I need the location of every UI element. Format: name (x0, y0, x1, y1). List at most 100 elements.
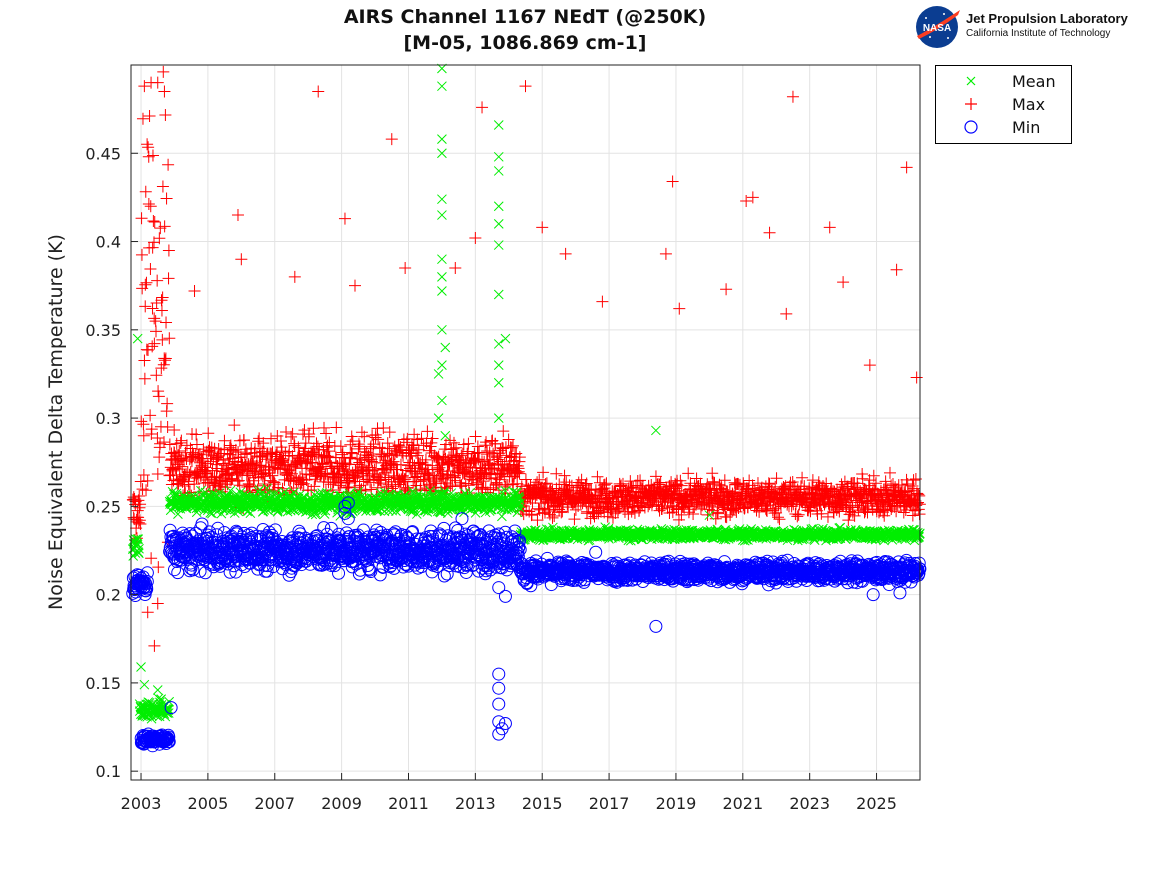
data-point-max (430, 451, 443, 464)
data-point-max (150, 296, 163, 309)
data-point-max (283, 464, 296, 477)
data-point-max (720, 511, 733, 524)
data-point-max (206, 464, 219, 477)
data-point-max (383, 426, 396, 439)
data-point-max (470, 478, 483, 491)
data-point-max (494, 444, 507, 457)
data-point-max (712, 507, 725, 520)
data-point-max (152, 390, 165, 403)
data-point-max (148, 312, 161, 325)
data-point-max (299, 437, 312, 450)
data-point-max (455, 480, 468, 493)
data-point-max (708, 477, 721, 490)
data-point-max (214, 474, 227, 487)
data-point-max (580, 477, 593, 490)
data-point-max (149, 325, 162, 338)
data-point-max (585, 483, 598, 496)
data-point-max (153, 232, 166, 245)
data-point-max (238, 434, 251, 447)
data-point-max (533, 473, 546, 486)
data-point-max (352, 438, 365, 451)
data-point-max (600, 477, 613, 490)
data-point-max (144, 200, 157, 213)
data-point-max (137, 429, 150, 442)
data-point-max (254, 459, 267, 472)
data-point-max (232, 474, 245, 487)
data-point-max (321, 450, 334, 463)
data-point-max (397, 433, 410, 446)
data-point-max (396, 469, 409, 482)
data-point-max (533, 503, 546, 516)
data-point-max (141, 138, 154, 151)
data-point-max (469, 454, 482, 467)
data-point-max (160, 192, 173, 205)
data-point-max (341, 467, 354, 480)
data-point-max (352, 442, 365, 455)
data-point-max (537, 466, 550, 479)
data-point-max (653, 504, 666, 517)
data-point-max (144, 409, 157, 422)
data-point-max (502, 433, 515, 446)
data-point-max (161, 420, 174, 433)
data-point-max (217, 454, 230, 467)
data-point-max (568, 513, 581, 526)
data-point-max (188, 478, 201, 491)
data-point-max (162, 158, 175, 171)
data-point-max (448, 469, 461, 482)
data-point-max (430, 451, 443, 464)
data-point-max (364, 440, 377, 453)
data-point-max (515, 480, 528, 493)
data-point-max (158, 354, 171, 367)
data-point-max (419, 453, 432, 466)
data-point-max (344, 452, 357, 465)
data-point-max (363, 461, 376, 474)
data-point-max (163, 332, 176, 345)
data-point-max (421, 425, 434, 438)
data-point-max (401, 432, 414, 445)
data-point-max (399, 473, 412, 486)
data-point-max (407, 442, 420, 455)
data-point-max (146, 241, 159, 254)
data-point-max (481, 444, 494, 457)
data-points (126, 63, 927, 753)
data-point-max (286, 427, 299, 440)
data-point-max (228, 419, 241, 432)
data-point-max (317, 457, 330, 470)
data-point-max (471, 440, 484, 453)
grid-lines (131, 65, 920, 780)
data-point-max (176, 460, 189, 473)
data-point-max (462, 437, 475, 450)
data-point-max (135, 415, 148, 428)
plot-area (131, 65, 920, 780)
data-point-max (162, 272, 175, 285)
data-point-max (411, 449, 424, 462)
data-point-max (257, 437, 270, 450)
data-point-max (133, 501, 146, 514)
data-point-max (683, 503, 696, 516)
data-point-max (247, 456, 260, 469)
data-point-max (156, 180, 169, 193)
data-point-max (196, 454, 209, 467)
data-point-max (205, 441, 218, 454)
data-point-max (150, 369, 163, 382)
data-point-max (394, 458, 407, 471)
data-point-max (292, 441, 305, 454)
data-point-max (310, 437, 323, 450)
data-point-max (151, 274, 164, 287)
data-point-max (186, 450, 199, 463)
data-point-max (174, 436, 187, 449)
data-point-max (134, 475, 147, 488)
data-point-max (383, 442, 396, 455)
data-point-max (457, 438, 470, 451)
data-point-max (307, 422, 320, 435)
data-point-max (358, 430, 371, 443)
data-point-max (139, 278, 152, 291)
data-point-max (714, 483, 727, 496)
data-point-max (163, 438, 176, 451)
data-point-max (312, 448, 325, 461)
data-point-max (242, 477, 255, 490)
data-point-max (682, 467, 695, 480)
data-point-max (158, 220, 171, 233)
data-point-max (152, 385, 165, 398)
